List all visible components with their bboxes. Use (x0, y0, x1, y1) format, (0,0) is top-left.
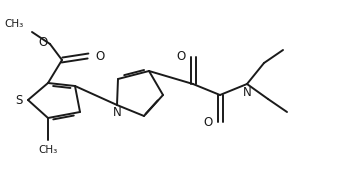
Text: N: N (243, 86, 251, 98)
Text: CH₃: CH₃ (38, 145, 58, 155)
Text: O: O (204, 116, 213, 128)
Text: O: O (39, 36, 48, 49)
Text: CH₃: CH₃ (5, 19, 24, 29)
Text: N: N (113, 107, 121, 119)
Text: S: S (16, 93, 23, 107)
Text: O: O (177, 50, 186, 63)
Text: O: O (95, 49, 104, 63)
